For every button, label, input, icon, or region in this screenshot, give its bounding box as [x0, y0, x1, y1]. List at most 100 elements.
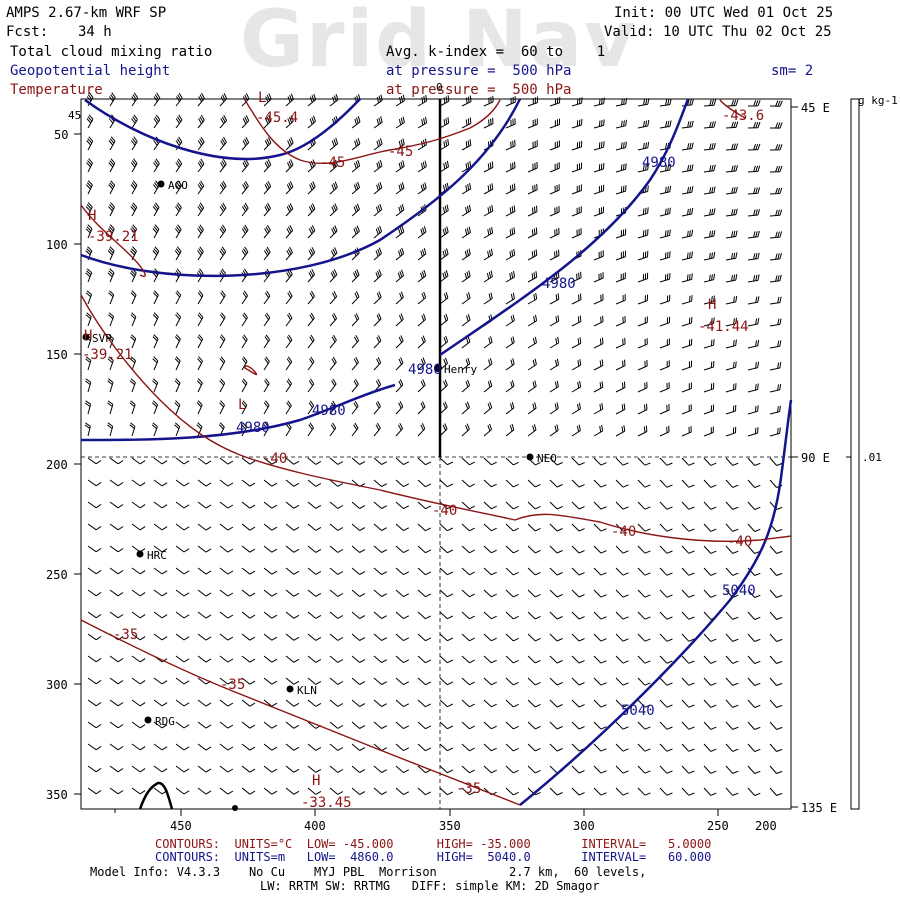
wind-barb	[439, 423, 448, 437]
wind-barb	[87, 523, 102, 531]
wind-barb	[130, 158, 138, 173]
wind-barb	[175, 92, 183, 107]
wind-barb	[461, 117, 472, 129]
wind-barb	[681, 743, 695, 752]
wind-barb	[241, 677, 256, 685]
wind-barb	[439, 633, 454, 642]
wind-barb	[373, 269, 382, 283]
wind-barb	[307, 268, 316, 283]
wind-barb	[681, 316, 693, 327]
wind-barb	[549, 162, 560, 173]
wind-barb	[263, 633, 278, 641]
wind-barb	[417, 269, 427, 283]
wind-barb	[417, 291, 427, 305]
wind-barb	[85, 246, 93, 261]
wind-barb	[505, 358, 515, 371]
station-hrc: HRC	[147, 549, 167, 562]
wind-barb	[351, 291, 360, 305]
wind-barb	[549, 380, 559, 393]
wind-barb	[395, 567, 410, 576]
wind-barb	[505, 96, 516, 107]
wind-barb	[527, 183, 538, 195]
wind-barb	[571, 293, 582, 305]
wind-barb	[307, 378, 315, 393]
wind-barb	[417, 523, 432, 532]
wind-barb	[373, 138, 383, 151]
init-time: Init: 00 UTC Wed 01 Oct 25	[614, 5, 834, 21]
wind-barb	[219, 334, 226, 349]
wind-barb	[505, 765, 519, 774]
footer-height-contours: CONTOURS: UNITS=m LOW= 4860.0 HIGH= 5040…	[155, 850, 712, 864]
wind-barb	[351, 567, 366, 575]
wind-barb	[109, 699, 124, 707]
wind-barb	[703, 567, 717, 576]
wind-barb	[351, 787, 366, 795]
wind-barb	[109, 457, 124, 465]
wind-barb	[593, 457, 607, 466]
wind-barb	[373, 611, 388, 619]
wind-barb	[263, 246, 271, 261]
wind-barb	[615, 633, 629, 642]
wind-barb	[263, 655, 278, 663]
wind-barb	[659, 229, 671, 239]
wind-barb	[87, 721, 102, 729]
wind-barb	[527, 380, 537, 393]
wind-barb	[285, 137, 294, 151]
wind-barb	[527, 611, 541, 620]
wind-barb	[219, 158, 227, 173]
wind-barb	[769, 721, 783, 730]
wind-barb	[593, 141, 605, 151]
wind-barb	[769, 545, 783, 554]
wind-barb	[241, 312, 248, 327]
wind-barb	[659, 403, 670, 415]
colorbar-label: .01	[862, 451, 882, 464]
wind-barb	[505, 139, 516, 151]
wind-barb	[197, 136, 205, 151]
wind-barb	[395, 138, 405, 151]
wind-barb	[152, 224, 160, 239]
wind-barb	[725, 208, 738, 217]
wind-barb	[593, 337, 604, 349]
wind-barb	[549, 249, 560, 261]
wind-barb	[505, 721, 519, 730]
wind-barb	[571, 184, 582, 195]
wind-barb	[417, 589, 432, 598]
wind-barb	[395, 291, 404, 305]
valid-time: Valid: 10 UTC Thu 02 Oct 25	[604, 24, 832, 40]
wind-barb	[769, 383, 782, 393]
wind-barb	[263, 202, 271, 217]
wind-barb	[725, 252, 738, 261]
wind-barb	[659, 589, 673, 598]
wind-barb	[263, 501, 278, 509]
wind-barb	[175, 202, 182, 217]
wind-barb	[527, 765, 541, 774]
wind-barb	[417, 138, 427, 151]
wind-barb	[107, 246, 115, 261]
wind-barb	[747, 230, 760, 239]
wind-barb	[527, 545, 541, 554]
wind-barb	[769, 362, 782, 371]
wind-barb	[87, 765, 102, 773]
wind-barb	[351, 721, 366, 729]
wind-barb	[549, 677, 563, 686]
wind-barb	[307, 633, 322, 641]
wind-barb	[549, 721, 563, 730]
wind-barb	[637, 787, 651, 796]
wind-barb	[505, 314, 515, 327]
wind-barb	[461, 248, 471, 261]
wind-barb	[703, 743, 717, 752]
wind-barb	[197, 224, 204, 239]
wind-barb	[131, 479, 146, 487]
wind-barb	[637, 633, 651, 642]
wind-barb	[461, 633, 475, 642]
wind-barb	[395, 422, 404, 437]
wind-barb	[373, 765, 388, 773]
wind-barb	[637, 523, 651, 532]
wind-barb	[483, 677, 497, 686]
wind-barb	[152, 180, 160, 195]
wind-barb	[681, 655, 695, 664]
wind-barb	[703, 251, 716, 261]
wind-barb	[483, 479, 497, 488]
wind-barb	[395, 523, 410, 532]
wind-barb	[659, 611, 673, 620]
